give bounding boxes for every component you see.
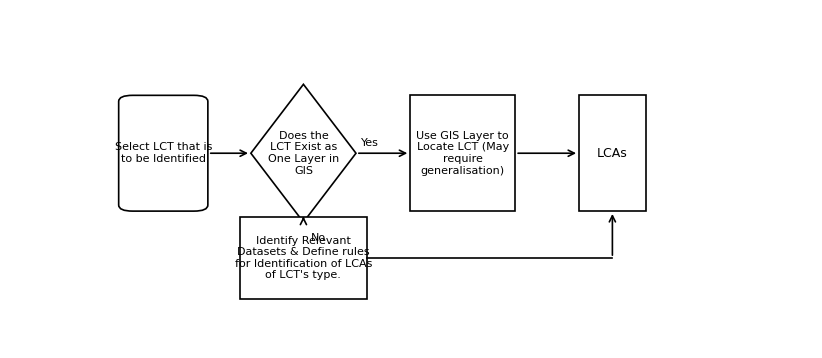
Text: Identify Relevant
Datasets & Define rules
for Identification of LCAs
of LCT's ty: Identify Relevant Datasets & Define rule… <box>235 236 372 280</box>
Text: Yes: Yes <box>361 138 379 148</box>
FancyBboxPatch shape <box>118 95 208 211</box>
Text: LCAs: LCAs <box>597 147 628 160</box>
Text: No: No <box>311 233 326 243</box>
Polygon shape <box>251 84 356 222</box>
Text: Use GIS Layer to
Locate LCT (May
require
generalisation): Use GIS Layer to Locate LCT (May require… <box>417 131 509 176</box>
Bar <box>240 217 367 299</box>
Text: Select LCT that is
to be Identified: Select LCT that is to be Identified <box>114 142 212 164</box>
Bar <box>410 95 515 211</box>
Bar <box>579 95 646 211</box>
Text: Does the
LCT Exist as
One Layer in
GIS: Does the LCT Exist as One Layer in GIS <box>268 131 339 176</box>
